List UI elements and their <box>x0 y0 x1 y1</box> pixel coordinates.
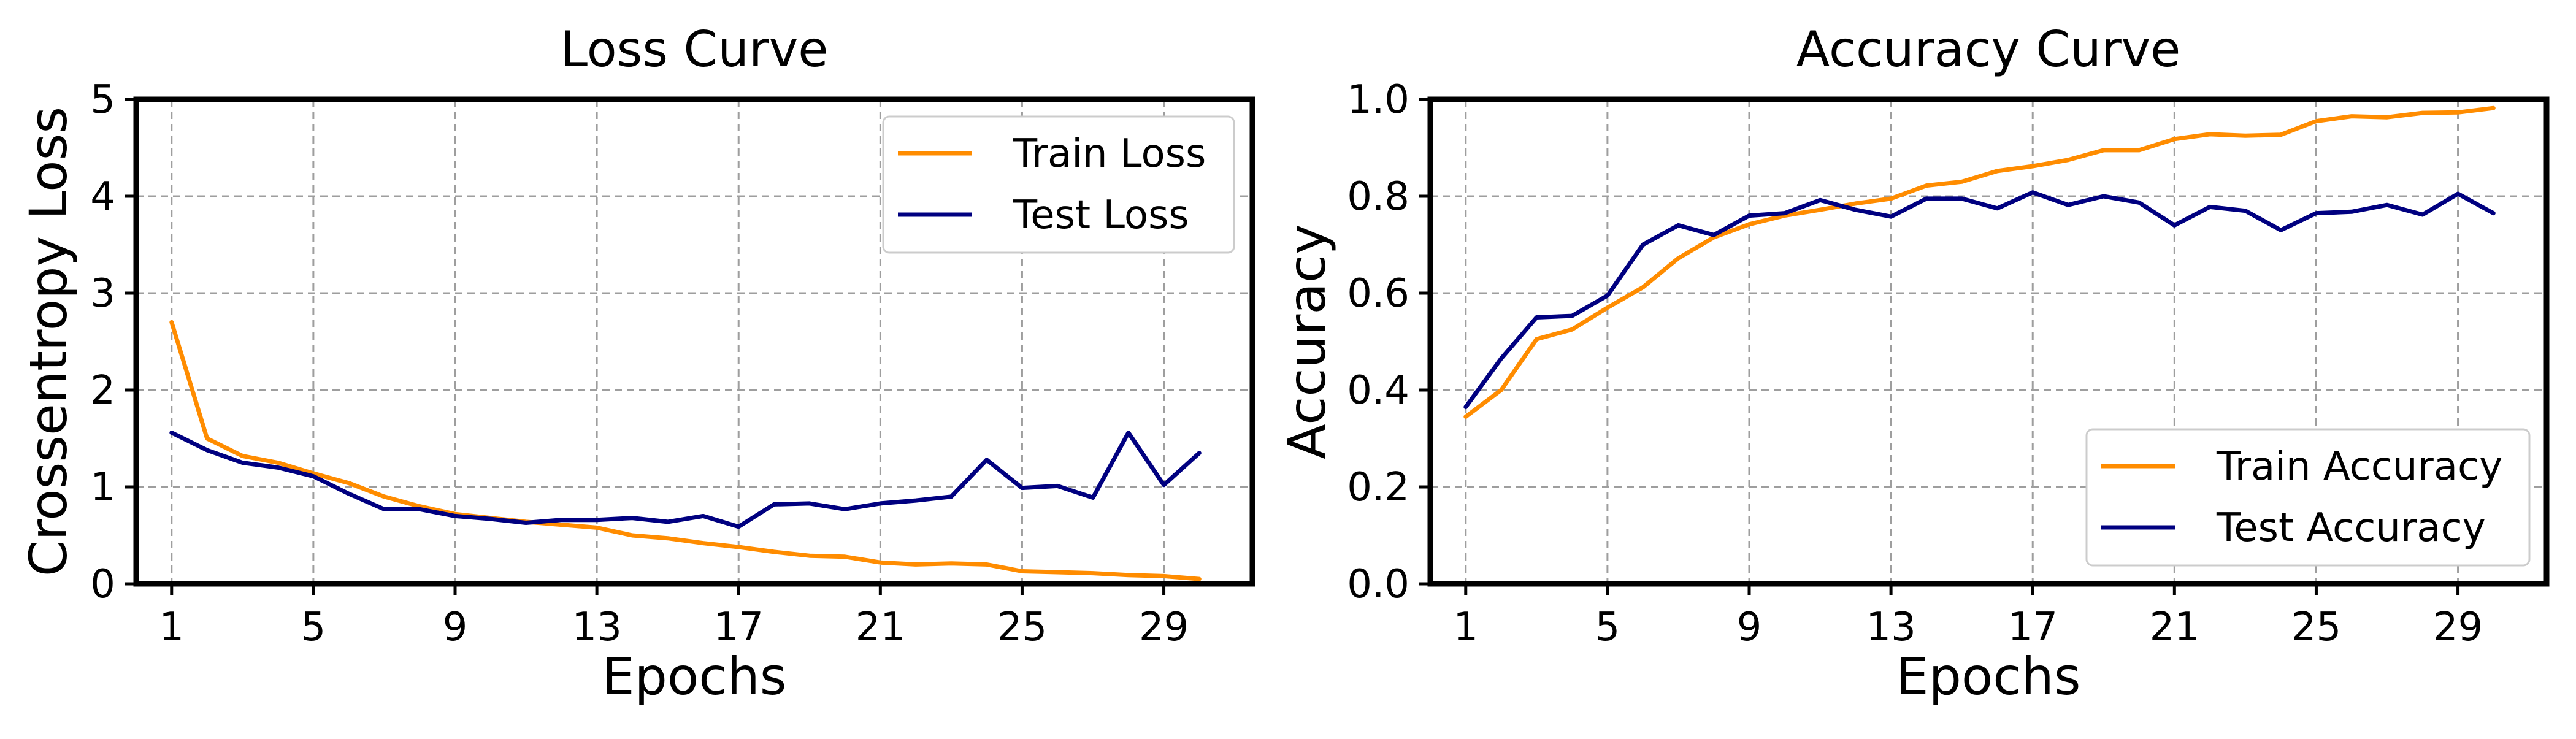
x-tick-label: 9 <box>1737 605 1762 650</box>
y-tick-label: 1 <box>90 465 115 510</box>
y-tick-label: 2 <box>90 368 115 413</box>
x-tick-label: 21 <box>2150 605 2199 650</box>
x-tick-label: 9 <box>443 605 468 650</box>
accuracy-curve-panel: 1 5 9 13 17 21 25 29 0.0 0.2 0.4 0.6 0.8 1.0 Accuracy … <box>1277 21 2550 706</box>
test-loss-line <box>169 431 1202 529</box>
chart-title: Accuracy Curve <box>1796 21 2181 78</box>
y-tick-label: 0.8 <box>1347 174 1409 220</box>
x-axis-label: Epochs <box>1896 646 2081 706</box>
x-tick-label: 25 <box>997 605 1047 650</box>
legend-box <box>2085 428 2531 567</box>
plot-frame <box>133 96 1255 587</box>
y-tick-label: 0.2 <box>1347 465 1409 510</box>
legend: Train Accuracy Test Accuracy <box>2085 428 2531 567</box>
x-tick-label: 29 <box>1139 605 1189 650</box>
train-loss-line <box>169 320 1202 581</box>
y-axis-label: Accuracy <box>1277 224 1337 459</box>
y-axis-label: Crossentropy Loss <box>18 107 79 576</box>
y-tick-label: 1.0 <box>1347 77 1409 123</box>
x-tick-label: 29 <box>2433 605 2483 650</box>
chart-title: Loss Curve <box>561 21 829 78</box>
y-tick-label: 5 <box>90 77 115 123</box>
x-tick-label: 1 <box>159 605 184 650</box>
x-tick-label: 5 <box>301 605 326 650</box>
test-accuracy-line <box>1463 190 2496 410</box>
y-tick-label: 3 <box>90 271 115 316</box>
x-tick-label: 1 <box>1453 605 1478 650</box>
legend-box <box>882 115 1235 254</box>
legend-label: Test Accuracy <box>2216 505 2486 551</box>
x-axis-label: Epochs <box>602 646 787 706</box>
x-tick-label: 13 <box>1866 605 1915 650</box>
x-tick-label: 25 <box>2291 605 2341 650</box>
x-tick-label: 13 <box>572 605 621 650</box>
y-tick-label: 0.6 <box>1347 271 1409 316</box>
y-tick-label: 0.0 <box>1347 562 1409 607</box>
legend-label: Train Accuracy <box>2216 444 2502 489</box>
legend-label: Train Loss <box>1013 131 1206 177</box>
plot-frame <box>1427 96 2550 587</box>
y-tick-label: 4 <box>90 174 115 220</box>
y-tick-label: 0 <box>90 562 115 607</box>
x-tick-label: 17 <box>714 605 764 650</box>
legend: Train Loss Test Loss <box>882 115 1235 254</box>
legend-label: Test Loss <box>1013 193 1189 238</box>
x-tick-label: 21 <box>856 605 905 650</box>
x-tick-label: 5 <box>1595 605 1620 650</box>
y-tick-label: 0.4 <box>1347 368 1409 413</box>
x-tick-label: 17 <box>2008 605 2058 650</box>
train-accuracy-line <box>1463 105 2496 419</box>
